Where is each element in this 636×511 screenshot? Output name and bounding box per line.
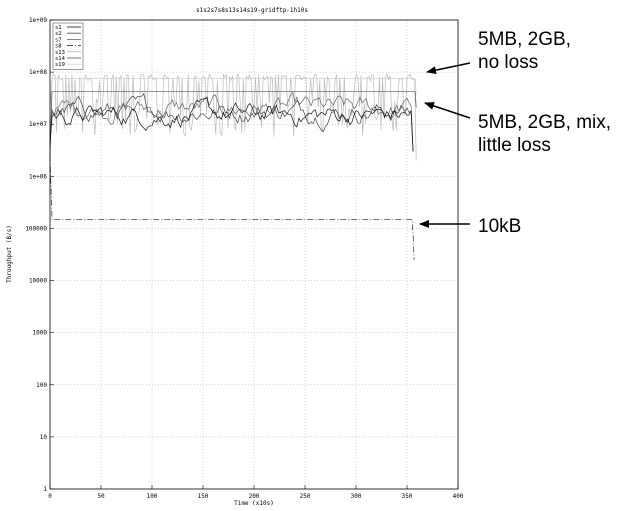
y-tick-label: 1e+06 — [29, 173, 47, 180]
y-tick-label: 10000 — [29, 278, 47, 285]
legend-label-s2: s2 — [55, 31, 62, 37]
legend-box — [52, 22, 84, 70]
y-tick-labels: 1 10 100 1000 10000 100000 1e+06 1e+07 1e+08 1e+0… — [25, 17, 47, 493]
series-line-s1 — [49, 97, 414, 152]
y-tick-label: 1 — [43, 486, 47, 493]
series-line-s13 — [49, 73, 417, 161]
legend: s1s2s7s8s13s14s19 — [52, 22, 84, 70]
annotation-text: 10kB — [478, 216, 521, 237]
y-tick-label: 1e+08 — [29, 69, 47, 76]
x-tick-label: 200 — [249, 493, 260, 500]
series-line-s7 — [49, 91, 414, 152]
y-tick-label: 100 — [36, 382, 47, 389]
legend-label-s13: s13 — [55, 50, 65, 56]
series-line-s2 — [49, 93, 414, 152]
legend-label-s14: s14 — [55, 56, 66, 62]
x-tick-label: 300 — [351, 493, 362, 500]
series-group — [49, 73, 417, 260]
annotation-text: no loss — [478, 52, 538, 73]
legend-label-s8: s8 — [55, 44, 62, 50]
y-tick-label: 1e+07 — [29, 121, 47, 128]
chart-title: s1s2s7s8s13s14s19-gridftp-1h10s — [196, 7, 308, 14]
annotations: 5MB, 2GB,no loss 5MB, 2GB, mix,little los… — [419, 29, 611, 237]
series-line-s8 — [49, 155, 415, 260]
x-tick-label: 150 — [198, 493, 209, 500]
x-tick-labels: 0 50 100 150 200 250 300 350 400 — [48, 493, 464, 500]
x-tick-label: 0 — [48, 493, 52, 500]
annotation-text: 5MB, 2GB, — [478, 29, 571, 50]
y-tick-label: 1e+09 — [29, 17, 47, 24]
annotation-arrow — [426, 62, 471, 75]
x-tick-label: 50 — [97, 493, 105, 500]
x-tick-label: 100 — [147, 493, 158, 500]
annotation-arrow — [424, 102, 471, 119]
annotation-text: little loss — [478, 135, 551, 156]
annotation-text: 5MB, 2GB, mix, — [478, 112, 611, 133]
plot-frame — [49, 19, 459, 490]
x-tick-label: 400 — [453, 493, 464, 500]
legend-label-s7: s7 — [55, 37, 62, 43]
y-axis-label: Throughput (B/s) — [6, 225, 13, 283]
grid-lines — [49, 19, 459, 490]
legend-label-s1: s1 — [55, 25, 62, 31]
x-tick-label: 350 — [402, 493, 413, 500]
x-tick-label: 250 — [300, 493, 311, 500]
x-axis-label: Time (x10s) — [234, 500, 274, 507]
y-tick-label: 100000 — [25, 225, 47, 232]
legend-label-s19: s19 — [55, 62, 65, 68]
y-tick-label: 10 — [40, 434, 48, 441]
y-tick-label: 1000 — [33, 330, 48, 337]
